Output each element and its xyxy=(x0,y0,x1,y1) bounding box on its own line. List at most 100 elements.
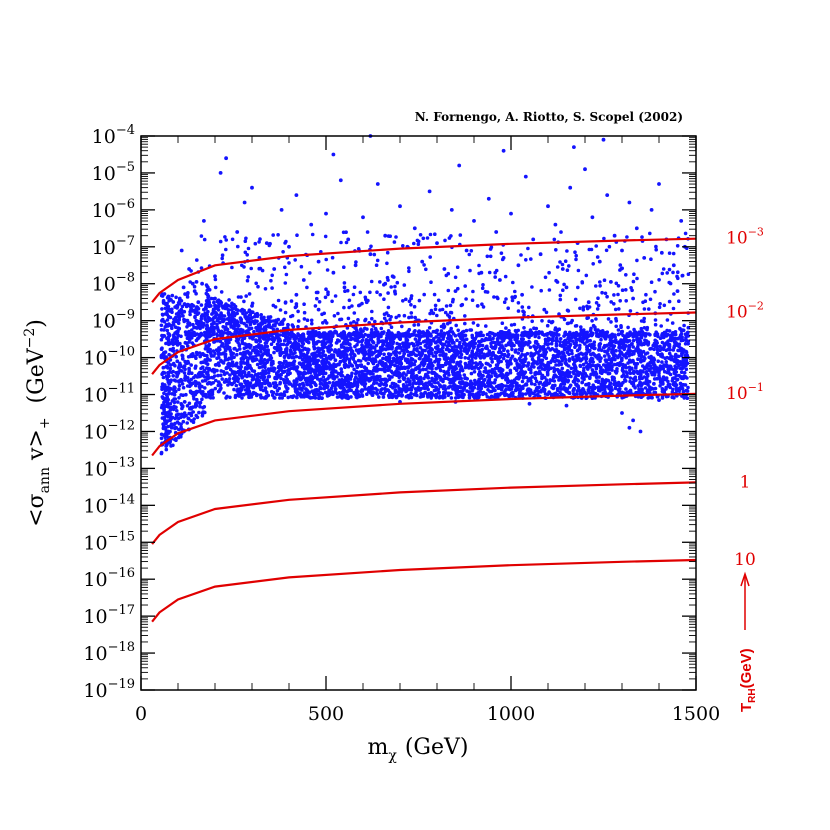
scatter-point xyxy=(263,396,268,400)
scatter-point xyxy=(640,390,644,395)
scatter-point xyxy=(374,376,379,381)
scatter-point xyxy=(612,362,617,367)
scatter-point xyxy=(521,376,526,380)
scatter-point xyxy=(594,375,599,380)
scatter-point xyxy=(239,370,243,375)
scatter-point xyxy=(606,348,610,353)
scatter-point xyxy=(225,343,230,348)
scatter-point xyxy=(386,374,391,378)
scatter-point xyxy=(645,351,650,355)
scatter-point xyxy=(186,376,190,380)
scatter-point xyxy=(374,367,379,371)
scatter-point xyxy=(317,331,322,335)
scatter-point xyxy=(384,355,389,360)
scatter-point xyxy=(327,380,332,385)
scatter-point xyxy=(478,356,483,360)
scatter-point xyxy=(587,382,591,386)
scatter-point xyxy=(159,323,164,328)
scatter-point xyxy=(247,308,252,313)
scatter-point xyxy=(245,385,250,389)
scatter-point xyxy=(565,369,570,373)
scatter-point xyxy=(360,373,365,378)
scatter-point xyxy=(380,387,385,391)
scatter-point xyxy=(417,370,422,375)
scatter-point xyxy=(383,386,387,391)
scatter-point xyxy=(176,400,180,404)
scatter-point xyxy=(606,352,610,356)
scatter-point xyxy=(259,395,264,400)
scatter-point xyxy=(230,371,235,375)
scatter-point xyxy=(417,366,421,371)
scatter-point xyxy=(327,390,331,394)
scatter-point xyxy=(586,339,590,343)
scatter-point xyxy=(577,347,582,351)
scatter-point xyxy=(519,354,523,359)
scatter-point xyxy=(493,373,498,378)
scatter-point xyxy=(311,361,316,366)
scatter-point xyxy=(651,343,655,348)
scatter-point xyxy=(251,310,255,315)
scatter-point xyxy=(184,392,188,397)
scatter-point xyxy=(507,387,511,391)
scatter-point xyxy=(580,391,585,396)
scatter-point xyxy=(248,355,253,359)
scatter-point xyxy=(179,393,183,397)
scatter-point xyxy=(185,421,189,425)
scatter-point xyxy=(437,340,442,344)
scatter-point xyxy=(323,353,328,358)
scatter-point xyxy=(556,354,560,359)
scatter-point xyxy=(519,337,524,341)
scatter-point xyxy=(452,378,456,382)
scatter-point xyxy=(485,395,490,399)
scatter-point xyxy=(292,360,296,364)
scatter-point xyxy=(201,352,205,356)
scatter-point xyxy=(204,361,208,365)
scatter-point xyxy=(505,371,509,376)
scatter-point xyxy=(512,343,516,348)
scatter-layer xyxy=(159,134,691,456)
scatter-point xyxy=(302,395,307,399)
scatter-point xyxy=(182,317,186,322)
scatter-point xyxy=(159,328,164,332)
scatter-point xyxy=(286,361,291,366)
scatter-point xyxy=(470,349,475,354)
scatter-point xyxy=(238,351,243,356)
scatter-point xyxy=(483,354,487,359)
scatter-point xyxy=(649,346,654,351)
scatter-point xyxy=(340,379,345,384)
scatter-point xyxy=(413,393,418,397)
scatter-point xyxy=(510,347,514,352)
scatter-point xyxy=(276,365,281,370)
scatter-point xyxy=(575,382,579,387)
scatter-point xyxy=(604,378,608,382)
scatter-point xyxy=(493,356,498,361)
scatter-point xyxy=(299,352,303,357)
scatter-point xyxy=(220,377,224,381)
scatter-point xyxy=(408,379,412,383)
scatter-point xyxy=(641,349,646,354)
scatter-point xyxy=(243,366,248,371)
scatter-point xyxy=(356,340,361,344)
scatter-point xyxy=(179,422,183,427)
scatter-point xyxy=(195,312,200,317)
scatter-point xyxy=(315,354,319,358)
scatter-point xyxy=(455,373,460,378)
scatter-point xyxy=(235,389,240,393)
scatter-point xyxy=(220,304,224,308)
scatter-point xyxy=(221,361,226,365)
scatter-point xyxy=(534,370,538,375)
scatter-point xyxy=(306,340,311,345)
scatter-point xyxy=(164,444,168,448)
scatter-point xyxy=(209,389,214,393)
scatter-point xyxy=(278,351,282,356)
scatter-point xyxy=(281,392,285,397)
scatter-point xyxy=(176,311,181,315)
scatter-point xyxy=(405,384,409,388)
scatter-point xyxy=(208,317,212,321)
scatter-point xyxy=(427,354,431,359)
scatter-point xyxy=(404,357,408,362)
scatter-point xyxy=(484,361,489,366)
scatter-point xyxy=(487,378,492,382)
scatter-point xyxy=(526,387,530,392)
scatter-point xyxy=(571,387,576,392)
